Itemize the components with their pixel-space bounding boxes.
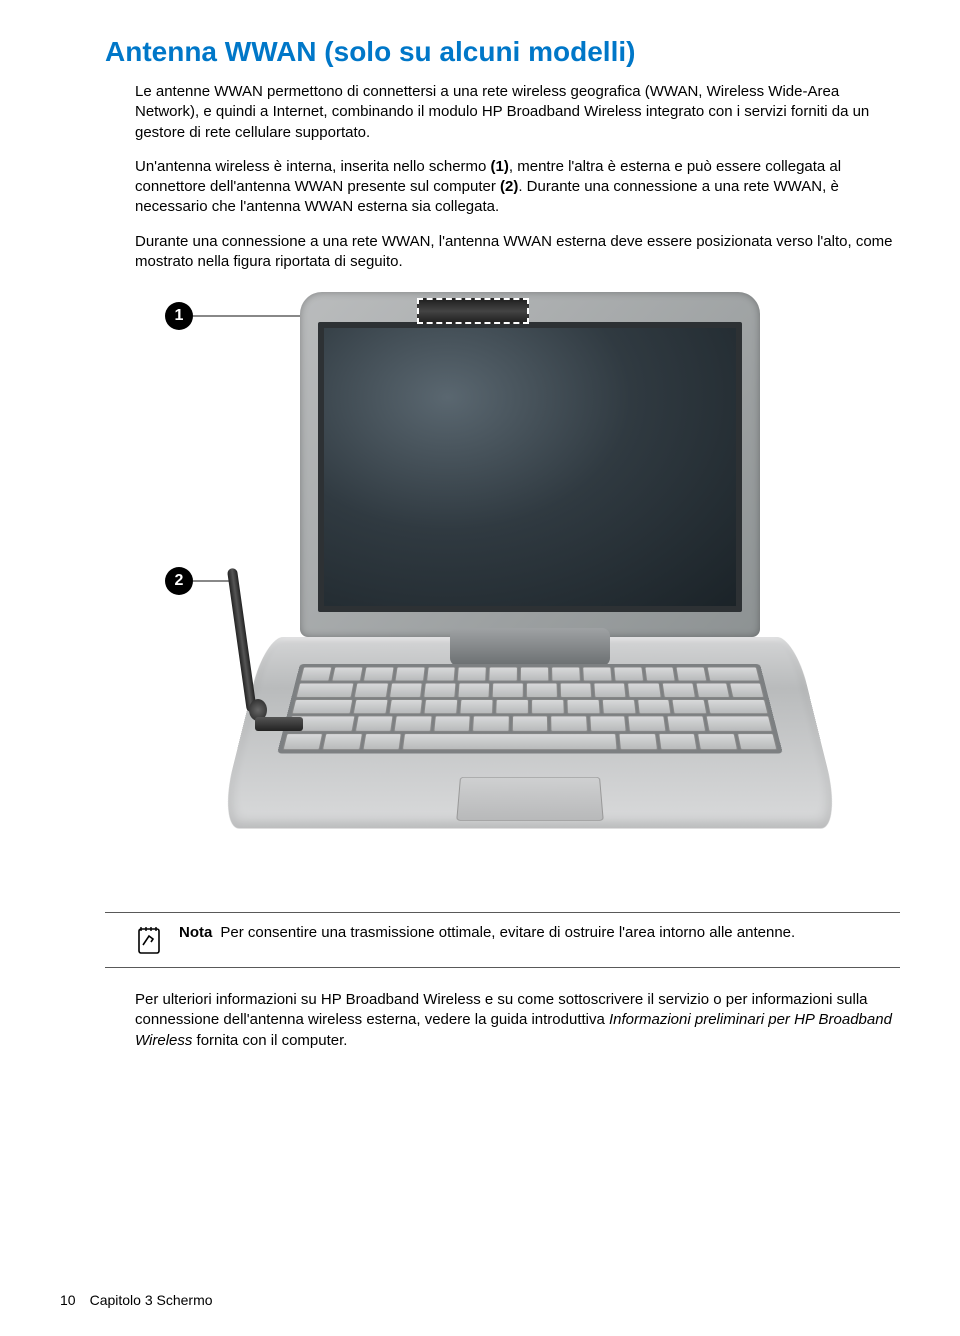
- paragraph-2: Un'antenna wireless è interna, inserita …: [105, 157, 900, 218]
- antenna-rod: [227, 568, 257, 713]
- page-footer: 10 Capitolo 3 Schermo: [60, 1292, 213, 1308]
- laptop-screen: [318, 322, 742, 612]
- note-text: Nota Per consentire una trasmissione otti…: [179, 923, 795, 943]
- section-heading: Antenna WWAN (solo su alcuni modelli): [105, 36, 900, 68]
- external-antenna: [235, 567, 305, 747]
- p2-part-a: Un'antenna wireless è interna, inserita …: [135, 158, 491, 175]
- callout-badge-2: 2: [165, 567, 193, 595]
- p2-bold-1: (1): [491, 158, 509, 175]
- note-body: Per consentire una trasmissione ottimale…: [220, 924, 795, 941]
- note-label: Nota: [179, 924, 212, 941]
- callout-line-2: [193, 580, 231, 582]
- paragraph-4: Per ulteriori informazioni su HP Broadba…: [105, 990, 900, 1051]
- laptop-touchpad: [456, 777, 604, 821]
- note-icon: [135, 925, 165, 955]
- page-number: 10: [60, 1292, 76, 1308]
- paragraph-1: Le antenne WWAN permettono di connetters…: [105, 82, 900, 143]
- laptop-illustration: [240, 292, 805, 862]
- laptop-hinge: [450, 628, 610, 666]
- laptop-figure: 1 2: [165, 292, 825, 882]
- internal-antenna-highlight: [417, 298, 529, 324]
- paragraph-3: Durante una connessione a una rete WWAN,…: [105, 232, 900, 273]
- callout-badge-1: 1: [165, 302, 193, 330]
- chapter-label: Capitolo 3 Schermo: [90, 1292, 213, 1308]
- p4-part-b: fornita con il computer.: [192, 1032, 347, 1049]
- antenna-base: [255, 717, 303, 731]
- p2-bold-2: (2): [500, 178, 518, 195]
- laptop-keyboard: [277, 664, 783, 753]
- note-block: Nota Per consentire una trasmissione otti…: [105, 912, 900, 968]
